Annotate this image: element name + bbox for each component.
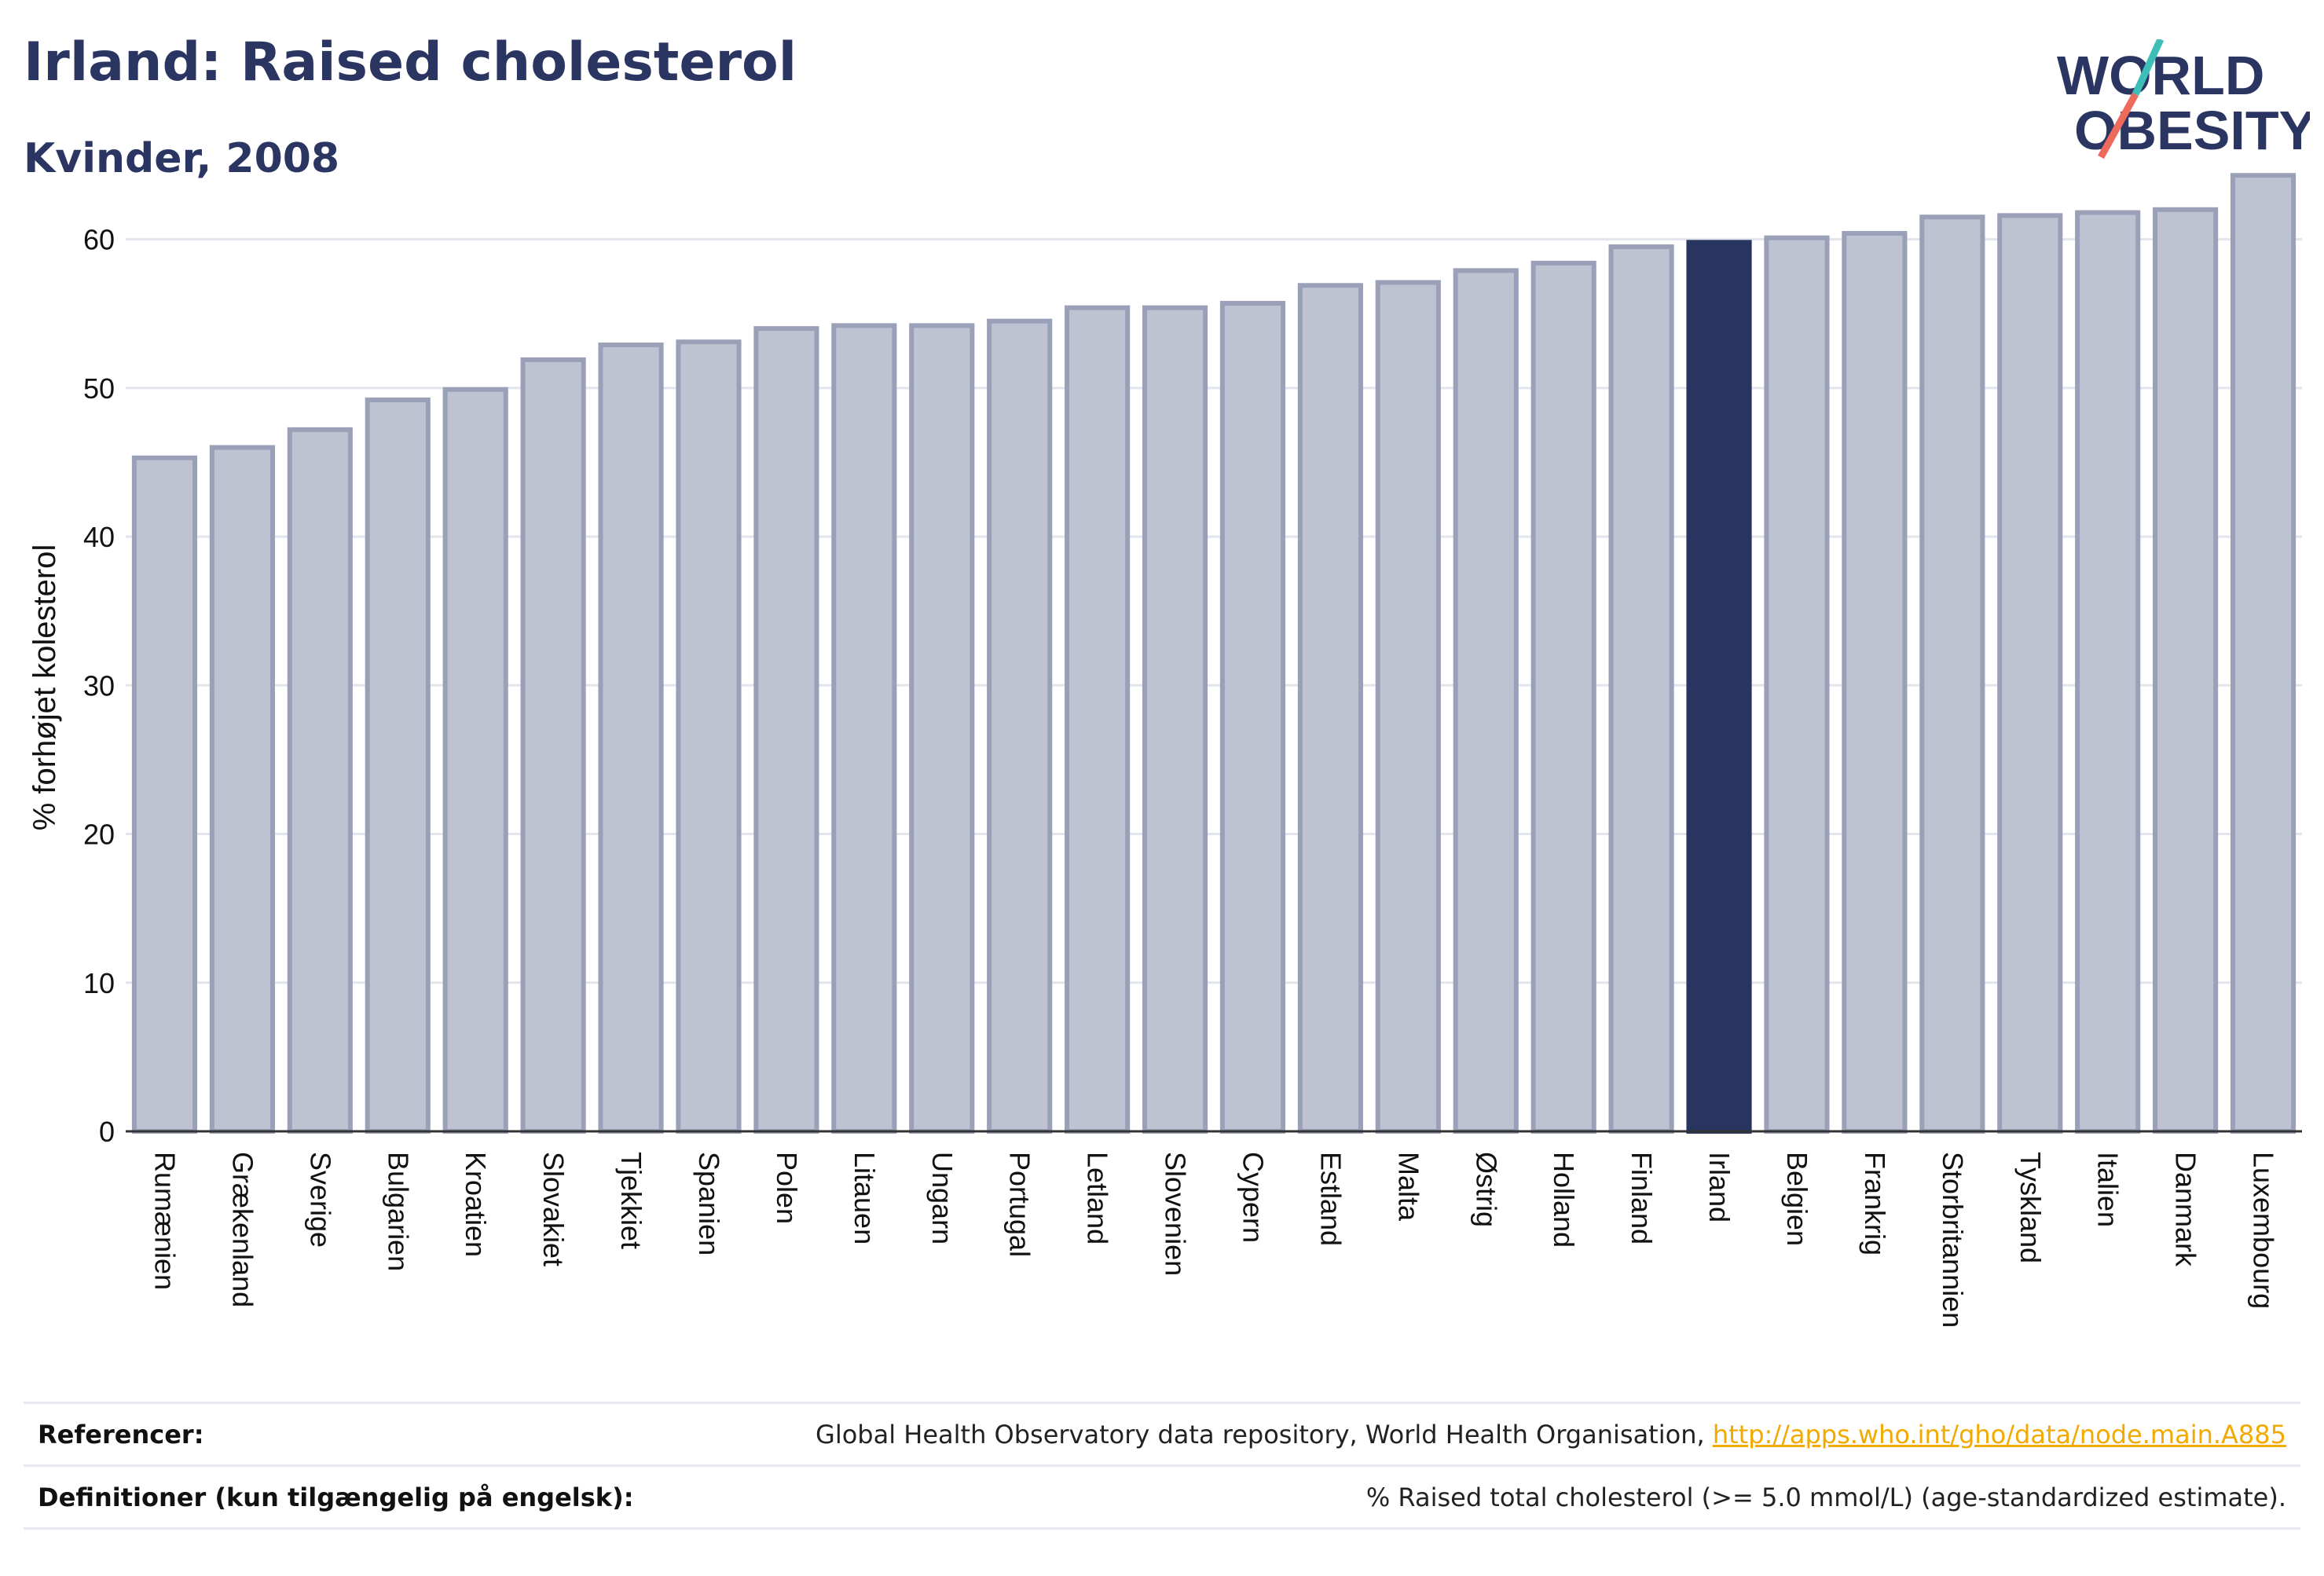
x-tick-label: Frankrig <box>1859 1152 1891 1255</box>
y-tick-label: 40 <box>83 521 115 553</box>
definitions-label: Definitioner (kun tilgængelig på engelsk… <box>38 1483 634 1512</box>
y-tick-label: 20 <box>83 819 115 851</box>
references-link[interactable]: http://apps.who.int/gho/data/node.main.A… <box>1712 1420 2286 1450</box>
logo-word-world: WORLD <box>2057 45 2264 106</box>
world-obesity-logo: WORLD OBESITY <box>2057 39 2310 161</box>
x-tick-label: Italien <box>2092 1152 2124 1227</box>
x-tick-label: Ungarn <box>926 1152 959 1244</box>
definitions-value: % Raised total cholesterol (>= 5.0 mmol/… <box>1365 1483 2286 1512</box>
bar <box>1219 300 1286 1134</box>
bar <box>598 342 664 1134</box>
x-tick-label: Malta <box>1392 1152 1424 1222</box>
y-tick-label: 10 <box>83 967 115 999</box>
references-row: Referencer: Global Health Observatory da… <box>24 1402 2300 1467</box>
bar <box>753 326 819 1134</box>
bar <box>987 318 1053 1134</box>
x-tick-label: Storbritannien <box>1937 1152 1969 1328</box>
x-tick-label: Kroatien <box>460 1152 492 1257</box>
bar <box>1997 213 2063 1134</box>
bars <box>131 173 2297 1134</box>
x-tick-label: Danmark <box>2170 1152 2202 1267</box>
x-tick-label: Litauen <box>849 1152 881 1244</box>
y-tick-label: 0 <box>99 1116 115 1148</box>
x-tick-label: Spanien <box>693 1152 725 1255</box>
bar <box>2230 173 2297 1134</box>
x-tick-label: Holland <box>1548 1152 1580 1248</box>
bar-highlight <box>1686 240 1752 1134</box>
x-tick-label: Rumænien <box>148 1152 181 1290</box>
bar <box>209 445 275 1134</box>
x-tick-label: Sverige <box>304 1152 336 1248</box>
bar <box>831 323 897 1134</box>
y-tick-label: 60 <box>83 224 115 256</box>
page-title: Irland: Raised cholesterol <box>24 31 797 93</box>
bar <box>1297 283 1363 1134</box>
x-tick-label: Tjekkiet <box>615 1152 647 1249</box>
x-tick-label: Tyskland <box>2014 1152 2047 1263</box>
x-tick-label: Polen <box>771 1152 803 1224</box>
bar <box>1608 244 1674 1134</box>
bar-chart: 0 10 20 30 40 50 60 Rumænien Grækenland Sverige B… <box>27 173 2302 1328</box>
bar <box>1375 280 1441 1134</box>
bar <box>442 387 508 1134</box>
x-tick-label: Portugal <box>1004 1152 1036 1257</box>
footer-divider <box>24 1527 2300 1530</box>
bar <box>1530 260 1596 1134</box>
x-tick-label: Belgien <box>1781 1152 1813 1246</box>
logo-slash-teal <box>2132 39 2165 96</box>
bar <box>676 339 742 1134</box>
bar <box>2075 210 2141 1134</box>
x-tick-label: Finland <box>1626 1152 1658 1244</box>
y-tick-label: 30 <box>83 669 115 702</box>
x-tick-label: Slovenien <box>1160 1152 1192 1276</box>
x-tick-label: Luxembourg <box>2248 1152 2280 1309</box>
x-tick-label: Grækenland <box>226 1152 258 1307</box>
bar <box>1764 235 1830 1134</box>
definitions-row: Definitioner (kun tilgængelig på engelsk… <box>24 1464 2300 1530</box>
bar <box>2153 207 2219 1134</box>
bar <box>131 455 198 1134</box>
bar <box>909 323 975 1134</box>
references-value: Global Health Observatory data repositor… <box>816 1420 2286 1450</box>
x-tick-label: Estland <box>1314 1152 1347 1246</box>
x-tick-label: Bulgarien <box>382 1152 414 1271</box>
logo-slash-coral <box>2098 92 2139 159</box>
x-tick-label: Slovakiet <box>537 1152 570 1266</box>
y-axis-label: % forhøjet kolesterol <box>27 544 62 831</box>
x-tick-label: Letland <box>1082 1152 1114 1244</box>
x-tick-label: Østrig <box>1470 1152 1502 1227</box>
y-tick-label: 50 <box>83 372 115 405</box>
bar <box>1065 305 1131 1134</box>
bar <box>1919 214 1985 1134</box>
y-axis-ticks: 0 10 20 30 40 50 60 <box>83 224 115 1148</box>
references-text: Global Health Observatory data repositor… <box>816 1420 1713 1450</box>
bar <box>287 427 353 1134</box>
bar <box>1842 231 1908 1134</box>
bar <box>520 357 586 1134</box>
bar <box>1453 268 1519 1134</box>
references-label: Referencer: <box>38 1420 204 1450</box>
bar <box>1142 305 1208 1134</box>
x-axis-ticks: Rumænien Grækenland Sverige Bulgarien Kroati… <box>148 1152 2279 1328</box>
x-tick-label: Cypern <box>1237 1152 1269 1243</box>
bar <box>365 397 431 1134</box>
page-subtitle: Kvinder, 2008 <box>24 135 340 182</box>
x-tick-label: Irland <box>1703 1152 1736 1222</box>
